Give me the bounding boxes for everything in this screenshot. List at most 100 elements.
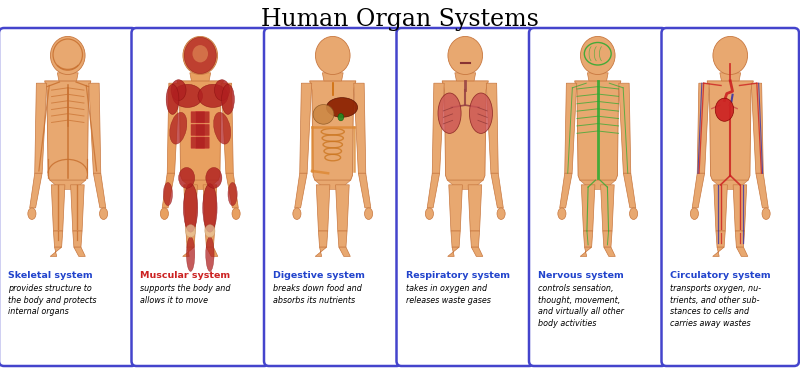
Polygon shape — [565, 83, 577, 173]
Polygon shape — [50, 180, 86, 189]
Polygon shape — [716, 231, 726, 247]
Polygon shape — [583, 231, 593, 247]
Ellipse shape — [232, 208, 240, 219]
Ellipse shape — [186, 237, 194, 272]
Ellipse shape — [630, 208, 638, 219]
Polygon shape — [733, 185, 746, 231]
Polygon shape — [471, 247, 483, 256]
Text: Circulatory system: Circulatory system — [670, 271, 771, 280]
Polygon shape — [190, 73, 210, 81]
Ellipse shape — [321, 57, 345, 71]
Polygon shape — [447, 180, 483, 189]
Polygon shape — [736, 247, 748, 256]
Polygon shape — [714, 185, 727, 231]
Polygon shape — [582, 185, 595, 231]
Polygon shape — [442, 81, 488, 180]
Ellipse shape — [178, 168, 194, 188]
Polygon shape — [735, 231, 745, 247]
Polygon shape — [322, 73, 343, 81]
Polygon shape — [315, 180, 350, 189]
FancyBboxPatch shape — [191, 112, 205, 123]
Polygon shape — [486, 83, 498, 173]
Ellipse shape — [762, 208, 770, 219]
Polygon shape — [574, 81, 621, 180]
Polygon shape — [182, 180, 218, 189]
Polygon shape — [222, 83, 234, 173]
Polygon shape — [318, 231, 328, 247]
Text: Muscular system: Muscular system — [141, 271, 230, 280]
Ellipse shape — [453, 57, 478, 71]
Polygon shape — [623, 173, 636, 208]
Text: transports oxygen, nu-
trients, and other sub-
stances to cells and
carries away: transports oxygen, nu- trients, and othe… — [670, 284, 762, 327]
Polygon shape — [720, 73, 741, 81]
Ellipse shape — [170, 112, 187, 144]
Polygon shape — [698, 83, 710, 173]
Text: provides structure to
the body and protects
internal organs: provides structure to the body and prote… — [8, 284, 97, 316]
Polygon shape — [54, 231, 62, 247]
Polygon shape — [177, 81, 223, 180]
Text: takes in oxygen and
releases waste gases: takes in oxygen and releases waste gases — [406, 284, 490, 305]
Text: Skeletal system: Skeletal system — [8, 271, 93, 280]
Polygon shape — [692, 173, 705, 208]
Ellipse shape — [690, 208, 698, 219]
Ellipse shape — [183, 36, 218, 74]
Ellipse shape — [163, 182, 173, 206]
Ellipse shape — [50, 36, 85, 74]
Ellipse shape — [206, 237, 214, 272]
Ellipse shape — [205, 225, 215, 237]
Polygon shape — [712, 180, 748, 189]
Ellipse shape — [214, 80, 230, 101]
Ellipse shape — [365, 208, 373, 219]
Ellipse shape — [293, 208, 301, 219]
Ellipse shape — [228, 182, 238, 206]
Polygon shape — [167, 83, 179, 173]
Polygon shape — [756, 173, 768, 208]
Ellipse shape — [338, 114, 344, 121]
Ellipse shape — [715, 98, 734, 121]
Text: Human Organ Systems: Human Organ Systems — [261, 8, 539, 31]
Ellipse shape — [183, 184, 198, 232]
Ellipse shape — [581, 36, 615, 74]
Ellipse shape — [193, 45, 208, 63]
FancyBboxPatch shape — [397, 28, 534, 366]
Polygon shape — [34, 83, 46, 173]
Polygon shape — [587, 73, 608, 81]
FancyBboxPatch shape — [529, 28, 666, 366]
Ellipse shape — [202, 184, 217, 232]
Text: breaks down food and
absorbs its nutrients: breaks down food and absorbs its nutrien… — [273, 284, 362, 305]
FancyBboxPatch shape — [191, 124, 205, 136]
Ellipse shape — [184, 37, 216, 74]
Polygon shape — [604, 247, 615, 256]
Polygon shape — [30, 173, 42, 208]
Text: Respiratory system: Respiratory system — [406, 271, 510, 280]
Polygon shape — [206, 247, 218, 256]
Ellipse shape — [448, 36, 482, 74]
Polygon shape — [300, 83, 312, 173]
Polygon shape — [50, 247, 62, 256]
Polygon shape — [580, 247, 592, 256]
Polygon shape — [94, 173, 106, 208]
Text: Digestive system: Digestive system — [273, 271, 365, 280]
Polygon shape — [560, 173, 572, 208]
Polygon shape — [310, 81, 356, 180]
Text: controls sensation,
thought, movement,
and virtually all other
body activities: controls sensation, thought, movement, a… — [538, 284, 624, 327]
Ellipse shape — [718, 57, 742, 71]
Polygon shape — [601, 185, 614, 231]
Ellipse shape — [326, 98, 358, 117]
Polygon shape — [45, 81, 91, 180]
Ellipse shape — [166, 84, 179, 114]
FancyBboxPatch shape — [195, 137, 210, 148]
Ellipse shape — [173, 84, 202, 107]
Polygon shape — [58, 73, 78, 81]
Ellipse shape — [315, 36, 350, 74]
Ellipse shape — [222, 84, 234, 114]
Polygon shape — [186, 231, 195, 247]
Polygon shape — [51, 185, 65, 231]
Polygon shape — [89, 83, 101, 173]
Ellipse shape — [426, 208, 434, 219]
Ellipse shape — [713, 36, 747, 74]
Polygon shape — [354, 83, 366, 173]
Ellipse shape — [160, 208, 169, 219]
Polygon shape — [316, 185, 330, 231]
FancyBboxPatch shape — [195, 124, 210, 136]
